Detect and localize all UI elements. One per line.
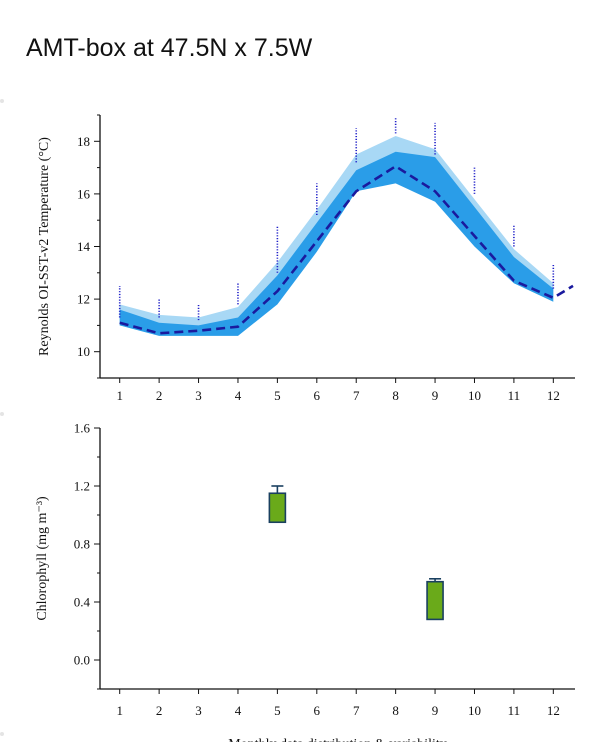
- x-tick-label: 7: [353, 703, 360, 718]
- x-tick-label: 12: [547, 388, 560, 403]
- x-tick-label: 9: [432, 388, 439, 403]
- y-tick-label: 10: [77, 344, 90, 359]
- y-axis-label: Reynolds OI-SST-v2 Temperature (°C): [37, 137, 52, 356]
- x-tick-label: 4: [235, 388, 242, 403]
- x-tick-label: 5: [274, 388, 281, 403]
- x-tick-label: 7: [353, 388, 360, 403]
- x-tick-label: 8: [392, 388, 399, 403]
- x-tick-label: 9: [432, 703, 439, 718]
- x-tick-label: 2: [156, 388, 163, 403]
- x-axis-label: Monthly data distribution & variability: [228, 737, 447, 742]
- y-tick-label: 0.8: [74, 537, 90, 552]
- edge-dot-mark: [0, 99, 4, 103]
- x-tick-label: 3: [195, 388, 202, 403]
- box-mark: [268, 492, 287, 524]
- y-tick-label: 14: [77, 239, 91, 254]
- y-tick-label: 0.0: [74, 653, 90, 668]
- box-mark: [426, 580, 444, 621]
- x-tick-label: 1: [116, 388, 123, 403]
- x-tick-label: 5: [274, 703, 281, 718]
- edge-dot-mark: [0, 412, 4, 416]
- y-tick-label: 12: [77, 292, 90, 307]
- x-tick-label: 2: [156, 703, 163, 718]
- mean-line: [119, 165, 574, 335]
- y-tick-label: 18: [77, 134, 90, 149]
- x-tick-label: 10: [468, 703, 481, 718]
- inner-band-area: [119, 151, 554, 336]
- edge-dot-mark: [0, 732, 4, 736]
- y-tick-label: 16: [77, 186, 91, 201]
- x-tick-label: 10: [468, 388, 481, 403]
- x-tick-label: 11: [508, 703, 521, 718]
- x-tick-label: 8: [392, 703, 399, 718]
- y-axis-label: Chlorophyll (mg m⁻³): [35, 496, 50, 621]
- x-tick-label: 12: [547, 703, 560, 718]
- x-tick-label: 6: [314, 703, 321, 718]
- y-tick-label: 0.4: [74, 595, 91, 610]
- y-tick-label: 1.6: [74, 421, 91, 436]
- x-tick-label: 4: [235, 703, 242, 718]
- x-tick-label: 6: [314, 388, 321, 403]
- y-tick-label: 1.2: [74, 479, 90, 494]
- x-tick-label: 11: [508, 388, 521, 403]
- chlorophyll-chart: 0.00.40.81.21.61 2 3 4 5 6 7 8 9 10 11 12Chlorophyl…: [35, 421, 575, 742]
- x-tick-label: 1: [116, 703, 123, 718]
- x-tick-label: 3: [195, 703, 202, 718]
- page-title: AMT-box at 47.5N x 7.5W: [26, 34, 313, 62]
